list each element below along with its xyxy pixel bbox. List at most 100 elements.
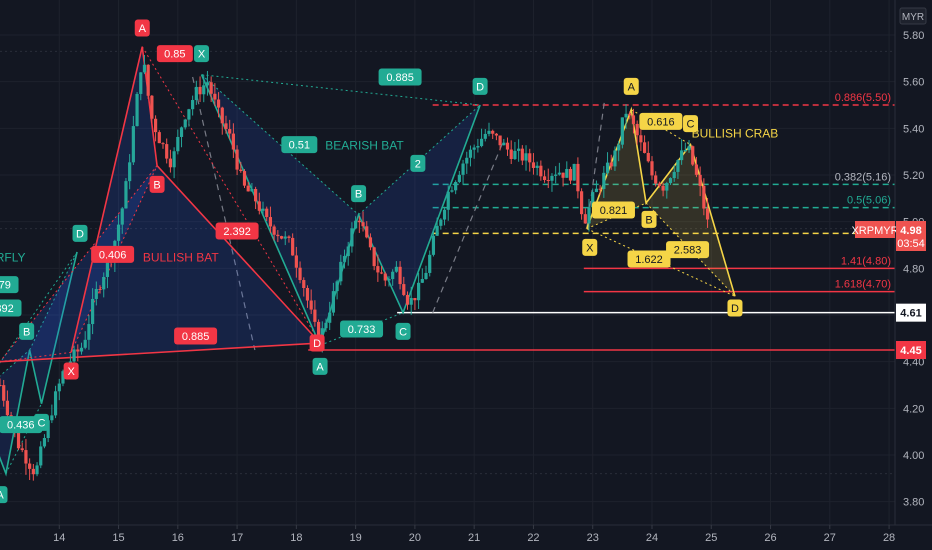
candle-body[interactable]	[116, 224, 121, 241]
candle-body[interactable]	[624, 113, 628, 118]
candle-body[interactable]	[394, 266, 398, 272]
candle-body[interactable]	[228, 129, 232, 134]
candle-body[interactable]	[476, 146, 480, 148]
candle-body[interactable]	[157, 132, 161, 144]
candle-body[interactable]	[120, 208, 124, 225]
candle-body[interactable]	[150, 95, 154, 119]
candle-body[interactable]	[572, 163, 576, 181]
candle-body[interactable]	[161, 143, 165, 145]
candle-body[interactable]	[698, 174, 702, 186]
pivot-label[interactable]: B	[641, 210, 657, 228]
candle-body[interactable]	[309, 300, 313, 310]
pivot-label[interactable]: B	[149, 175, 165, 193]
candle-body[interactable]	[565, 168, 569, 178]
ratio-label[interactable]: 1.279	[0, 276, 19, 294]
candle-body[interactable]	[131, 126, 135, 163]
candle-body[interactable]	[316, 321, 321, 342]
candle-body[interactable]	[246, 185, 250, 192]
candle-body[interactable]	[42, 438, 47, 447]
candle-body[interactable]	[28, 463, 32, 469]
candle-body[interactable]	[391, 271, 395, 280]
candle-body[interactable]	[128, 162, 132, 182]
candle-body[interactable]	[268, 217, 273, 227]
candle-body[interactable]	[650, 161, 654, 176]
ratio-label[interactable]: 0.436	[0, 416, 43, 434]
candle-body[interactable]	[94, 288, 98, 299]
pivot-label[interactable]: D	[472, 77, 488, 95]
candle-body[interactable]	[202, 85, 206, 95]
pivot-label[interactable]: D	[727, 299, 743, 317]
candle-body[interactable]	[291, 237, 295, 256]
candle-body[interactable]	[502, 142, 506, 146]
candle-body[interactable]	[598, 188, 602, 190]
candle-body[interactable]	[61, 371, 65, 384]
ratio-label[interactable]: 0.885	[174, 327, 218, 345]
candle-body[interactable]	[661, 185, 665, 191]
candle-body[interactable]	[513, 150, 517, 160]
candle-body[interactable]	[487, 130, 491, 134]
pivot-label[interactable]: X	[63, 362, 79, 380]
candle-body[interactable]	[194, 86, 198, 101]
candle-body[interactable]	[372, 247, 376, 267]
candle-body[interactable]	[87, 324, 91, 340]
candle-body[interactable]	[539, 165, 543, 177]
candle-body[interactable]	[35, 465, 39, 475]
candle-body[interactable]	[702, 185, 706, 209]
pivot-label[interactable]: B	[19, 322, 35, 340]
candle-body[interactable]	[609, 162, 613, 167]
candle-body[interactable]	[357, 220, 361, 223]
candle-body[interactable]	[705, 208, 710, 220]
candle-body[interactable]	[694, 164, 699, 175]
candle-body[interactable]	[398, 266, 402, 285]
ratio-label[interactable]: 0.733	[340, 320, 384, 338]
candle-body[interactable]	[642, 142, 647, 153]
ratio-label[interactable]: 0.406	[91, 245, 135, 263]
candle-body[interactable]	[657, 183, 661, 186]
candle-body[interactable]	[665, 183, 669, 191]
candle-body[interactable]	[2, 385, 6, 401]
candle-body[interactable]	[350, 228, 354, 247]
candle-body[interactable]	[176, 136, 180, 152]
candle-body[interactable]	[242, 171, 247, 186]
candle-body[interactable]	[165, 144, 169, 159]
candle-body[interactable]	[53, 391, 58, 416]
candle-body[interactable]	[220, 107, 224, 124]
candle-body[interactable]	[528, 153, 532, 163]
candle-body[interactable]	[76, 349, 80, 352]
candle-body[interactable]	[635, 123, 639, 136]
candle-body[interactable]	[602, 172, 606, 189]
candle-body[interactable]	[179, 127, 184, 137]
candle-body[interactable]	[691, 146, 695, 165]
candle-body[interactable]	[479, 138, 484, 147]
candle-body[interactable]	[580, 191, 584, 215]
candle-body[interactable]	[409, 298, 413, 305]
candle-body[interactable]	[79, 347, 84, 352]
pivot-label[interactable]: D	[309, 334, 325, 352]
pivot-label[interactable]: C	[395, 322, 411, 340]
ratio-label[interactable]: 0.885	[378, 68, 422, 86]
ratio-label[interactable]: 0.85	[156, 45, 193, 63]
candle-body[interactable]	[531, 162, 536, 168]
candle-body[interactable]	[676, 160, 680, 172]
candle-body[interactable]	[31, 468, 35, 475]
candle-body[interactable]	[424, 272, 428, 280]
candle-body[interactable]	[465, 157, 469, 164]
candle-body[interactable]	[102, 276, 106, 290]
candle-body[interactable]	[153, 118, 158, 133]
candle-body[interactable]	[520, 148, 524, 161]
pivot-label[interactable]: A	[134, 19, 150, 37]
candle-body[interactable]	[57, 383, 61, 392]
candle-body[interactable]	[328, 312, 332, 323]
candle-body[interactable]	[457, 174, 461, 182]
pivot-label[interactable]: A	[0, 486, 8, 504]
candle-body[interactable]	[550, 175, 554, 181]
candle-body[interactable]	[546, 180, 550, 182]
candle-body[interactable]	[376, 266, 380, 273]
candle-body[interactable]	[98, 288, 102, 290]
candle-body[interactable]	[135, 93, 139, 127]
candle-body[interactable]	[276, 234, 280, 237]
candle-body[interactable]	[0, 385, 2, 386]
pivot-label[interactable]: A	[623, 77, 639, 95]
candle-body[interactable]	[272, 226, 276, 235]
